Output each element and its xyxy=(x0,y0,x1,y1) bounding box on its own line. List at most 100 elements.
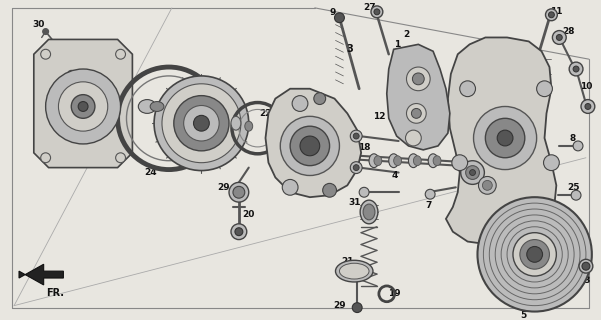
Text: 2: 2 xyxy=(403,30,410,39)
Circle shape xyxy=(573,66,579,72)
Circle shape xyxy=(546,9,557,21)
Ellipse shape xyxy=(360,200,378,224)
Circle shape xyxy=(513,233,557,276)
Circle shape xyxy=(300,136,320,156)
Ellipse shape xyxy=(231,116,241,130)
Text: 29: 29 xyxy=(217,183,230,192)
Ellipse shape xyxy=(335,260,373,282)
Circle shape xyxy=(374,9,380,15)
Circle shape xyxy=(235,228,243,236)
Circle shape xyxy=(478,177,496,194)
Circle shape xyxy=(460,81,475,97)
Circle shape xyxy=(323,183,337,197)
Circle shape xyxy=(412,73,424,85)
Circle shape xyxy=(162,84,241,163)
Circle shape xyxy=(335,13,344,23)
Circle shape xyxy=(88,89,98,99)
Circle shape xyxy=(474,107,537,170)
Text: 17: 17 xyxy=(57,114,70,123)
Circle shape xyxy=(557,35,563,40)
Text: FR.: FR. xyxy=(46,288,64,298)
Circle shape xyxy=(371,6,383,18)
Circle shape xyxy=(68,70,75,77)
Polygon shape xyxy=(34,39,132,168)
Circle shape xyxy=(233,186,245,198)
Circle shape xyxy=(353,133,359,139)
Circle shape xyxy=(406,130,421,146)
Ellipse shape xyxy=(369,154,379,168)
Circle shape xyxy=(461,161,484,184)
Circle shape xyxy=(573,141,583,151)
Text: 6: 6 xyxy=(558,232,564,241)
Circle shape xyxy=(549,12,554,18)
Text: 21: 21 xyxy=(341,257,353,266)
Circle shape xyxy=(426,189,435,199)
Circle shape xyxy=(282,180,298,195)
Ellipse shape xyxy=(394,156,401,166)
Polygon shape xyxy=(19,264,63,285)
Circle shape xyxy=(526,246,543,262)
Text: 13: 13 xyxy=(578,276,590,285)
Circle shape xyxy=(115,153,126,163)
Ellipse shape xyxy=(340,263,369,279)
Ellipse shape xyxy=(363,204,375,220)
Circle shape xyxy=(477,197,592,312)
Text: 24: 24 xyxy=(144,168,156,177)
Text: 23: 23 xyxy=(223,102,235,111)
Circle shape xyxy=(359,187,369,197)
Circle shape xyxy=(486,118,525,158)
Circle shape xyxy=(229,182,249,202)
Circle shape xyxy=(350,162,362,173)
Ellipse shape xyxy=(138,100,156,113)
Circle shape xyxy=(314,93,326,105)
Circle shape xyxy=(292,96,308,111)
Circle shape xyxy=(585,104,591,109)
Circle shape xyxy=(72,95,95,118)
Polygon shape xyxy=(387,44,450,150)
Circle shape xyxy=(571,190,581,200)
Polygon shape xyxy=(266,89,361,197)
Ellipse shape xyxy=(245,121,252,131)
Text: 15: 15 xyxy=(459,155,472,164)
Circle shape xyxy=(406,67,430,91)
Text: 29: 29 xyxy=(333,301,346,310)
Text: 27: 27 xyxy=(364,4,376,12)
Circle shape xyxy=(406,104,426,123)
Circle shape xyxy=(194,115,209,131)
Ellipse shape xyxy=(413,156,421,166)
Text: 8: 8 xyxy=(570,133,576,142)
Circle shape xyxy=(78,101,88,111)
Text: 30: 30 xyxy=(32,20,45,29)
Circle shape xyxy=(483,180,492,190)
Ellipse shape xyxy=(428,154,438,168)
Circle shape xyxy=(43,28,49,35)
Text: 19: 19 xyxy=(388,289,401,298)
Circle shape xyxy=(412,108,421,118)
Circle shape xyxy=(543,155,560,171)
Circle shape xyxy=(41,153,50,163)
Text: 18: 18 xyxy=(358,143,370,152)
Text: 28: 28 xyxy=(562,27,575,36)
Circle shape xyxy=(231,224,247,240)
Text: 32: 32 xyxy=(338,132,350,140)
Circle shape xyxy=(174,96,229,151)
Circle shape xyxy=(579,259,593,273)
Text: 12: 12 xyxy=(373,112,385,121)
Text: 9: 9 xyxy=(329,8,336,17)
Circle shape xyxy=(452,155,468,171)
Circle shape xyxy=(582,262,590,270)
Circle shape xyxy=(58,82,108,131)
Text: 11: 11 xyxy=(550,7,563,16)
Circle shape xyxy=(280,116,340,175)
Text: 22: 22 xyxy=(259,109,272,118)
Circle shape xyxy=(581,100,595,113)
Text: 7: 7 xyxy=(425,201,432,210)
Circle shape xyxy=(466,166,480,180)
Polygon shape xyxy=(446,37,557,244)
Circle shape xyxy=(350,130,362,142)
Text: 16: 16 xyxy=(69,62,82,72)
Text: 3: 3 xyxy=(346,44,353,54)
Circle shape xyxy=(552,31,566,44)
Circle shape xyxy=(537,81,552,97)
Circle shape xyxy=(520,240,549,269)
